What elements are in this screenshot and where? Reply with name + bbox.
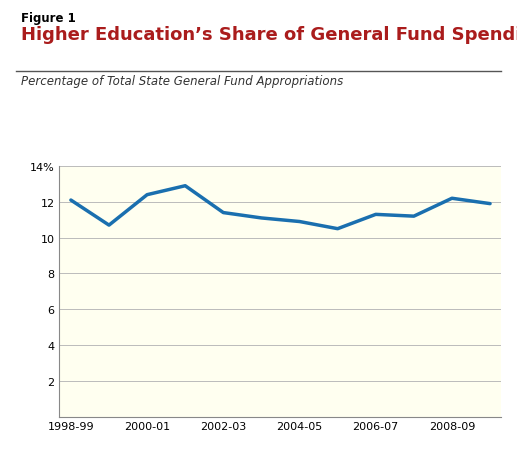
Text: Higher Education’s Share of General Fund Spending: Higher Education’s Share of General Fund… <box>21 25 517 44</box>
Text: Percentage of Total State General Fund Appropriations: Percentage of Total State General Fund A… <box>21 75 343 88</box>
Text: Figure 1: Figure 1 <box>21 12 75 25</box>
